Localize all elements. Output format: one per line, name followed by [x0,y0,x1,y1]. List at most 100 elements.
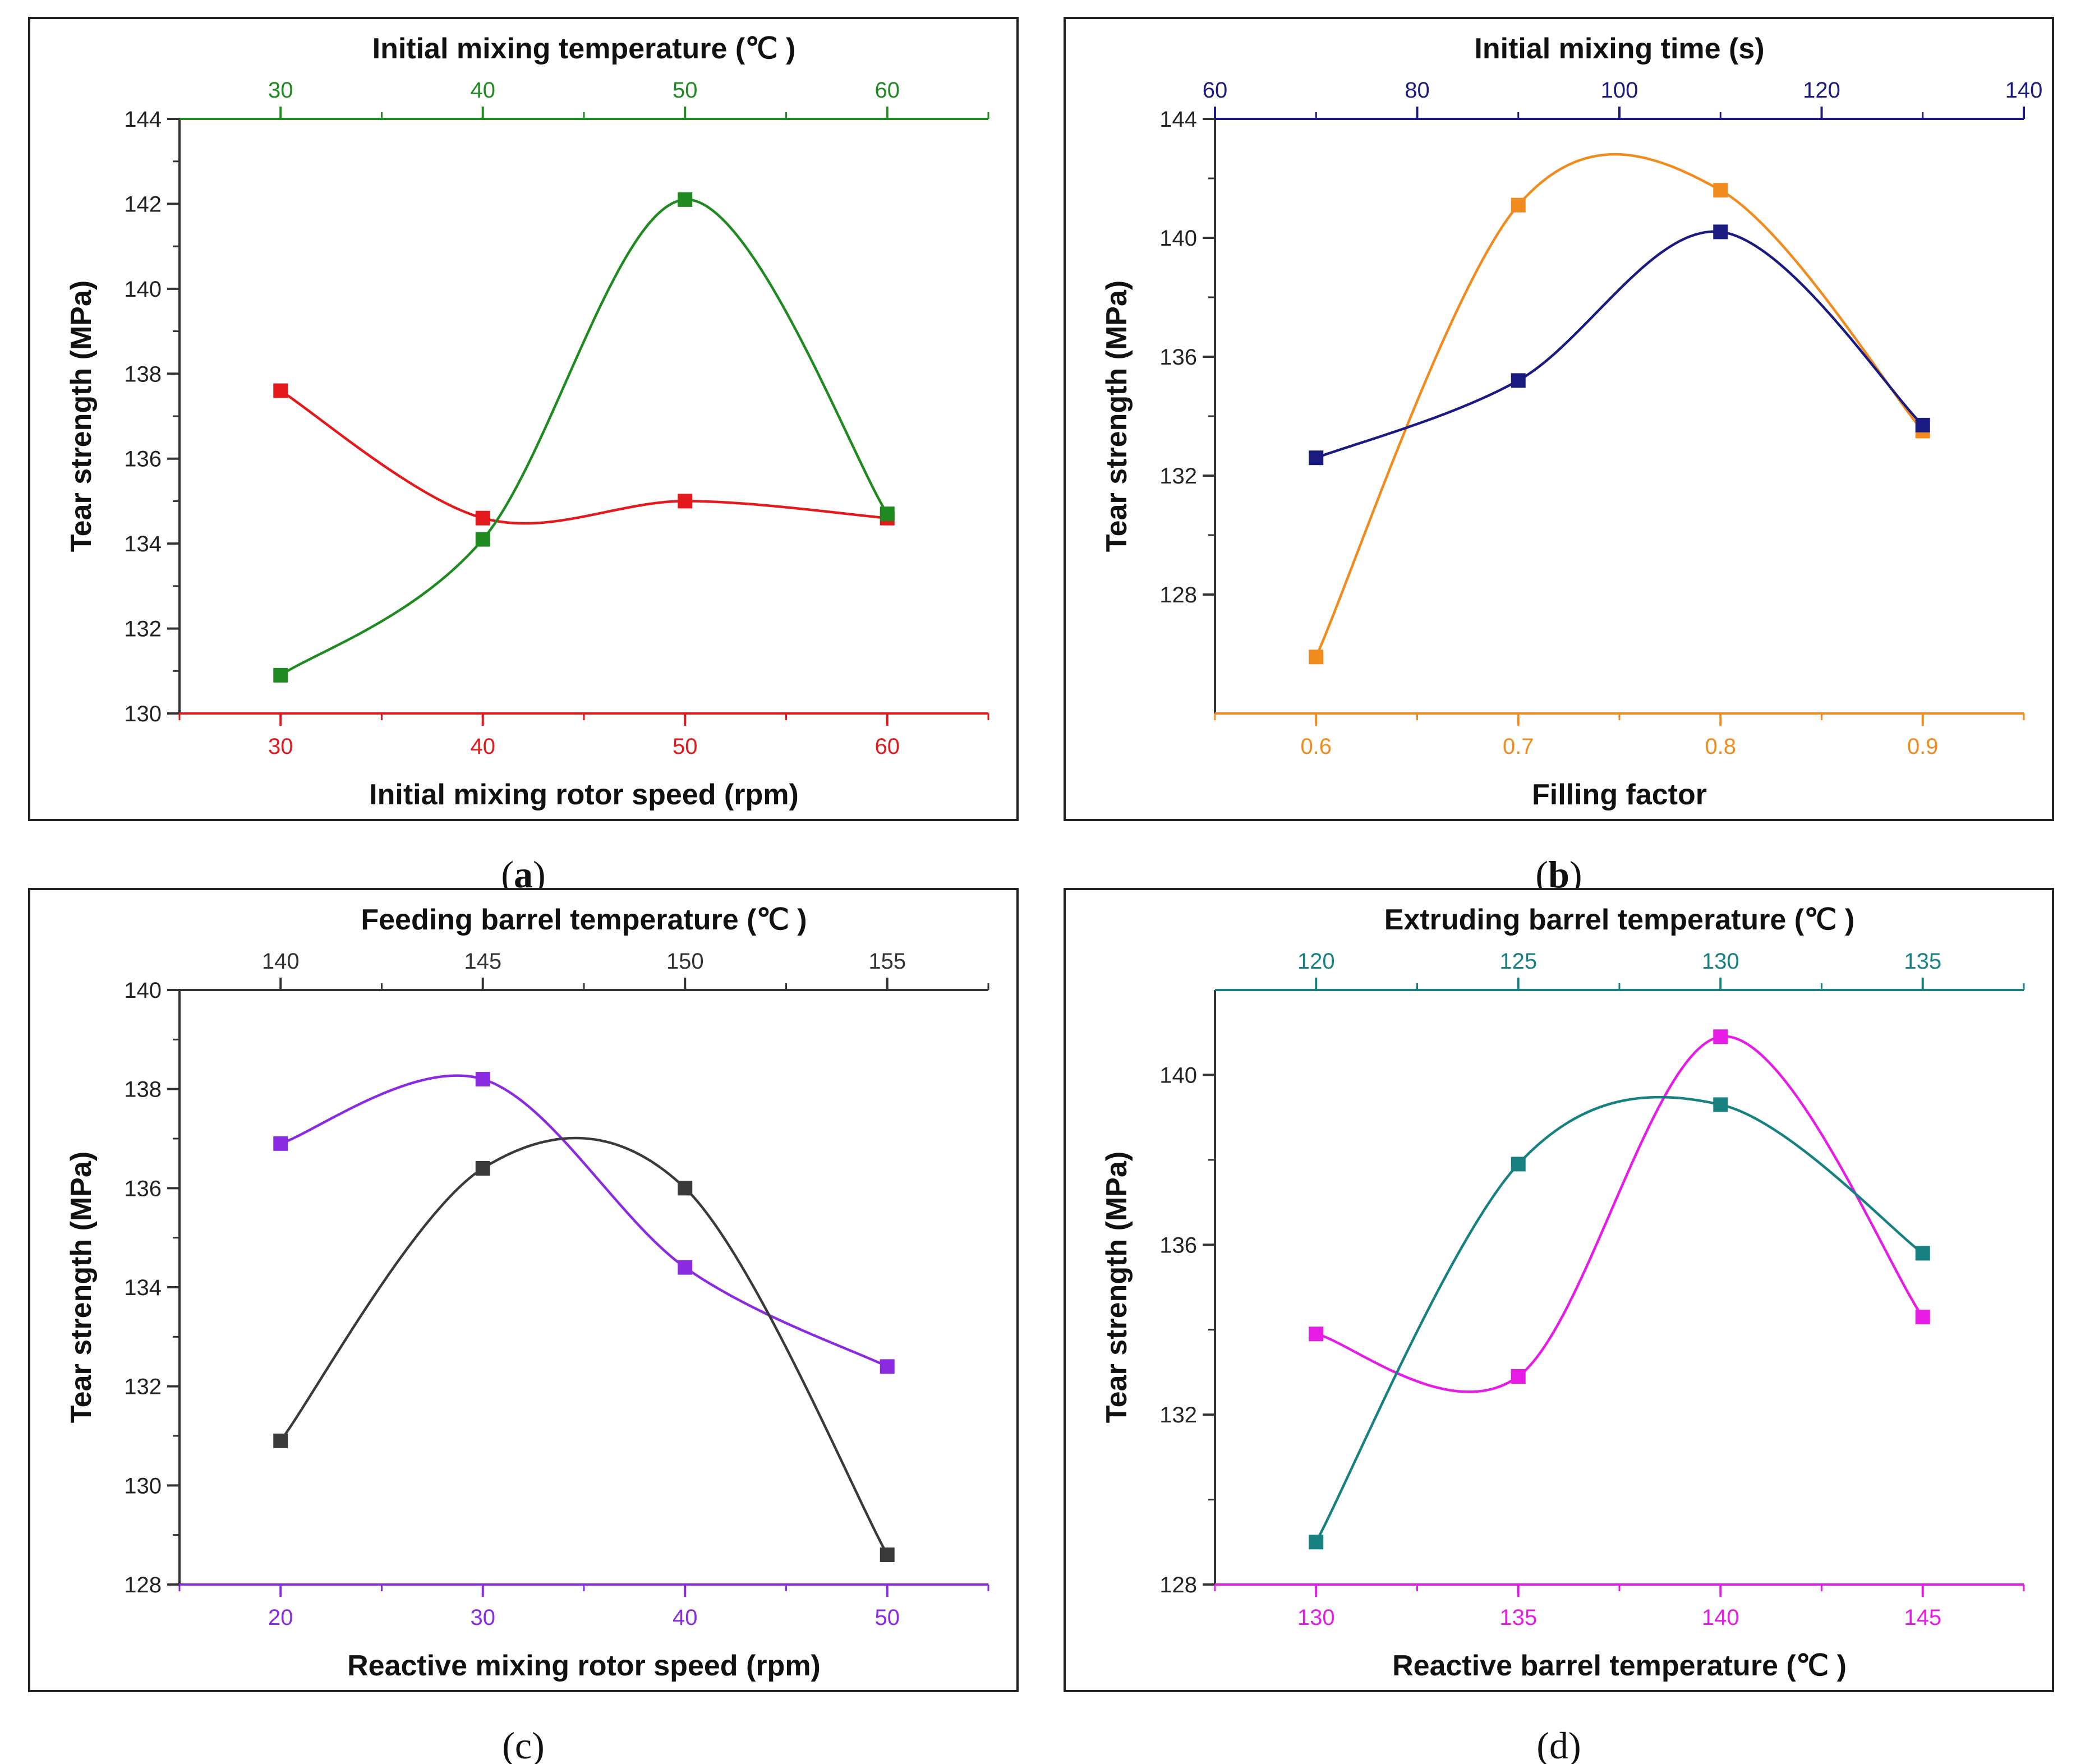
y-tick-label: 128 [1159,583,1197,607]
data-point [1713,224,1728,240]
top-tick-label: 40 [471,78,496,103]
panel-b: 128 132 136 140 144 Tear strength (MPa) 0.6 0.7… [1064,17,2054,896]
y-tick-label: 136 [1159,345,1197,370]
y-tick-label: 128 [124,1573,162,1597]
y-tick-label: 132 [124,617,162,642]
panel-frame [28,888,1019,1692]
data-point [1713,183,1728,198]
caption-letter: c [515,1724,532,1764]
data-point [880,1359,895,1374]
bottom-tick-label: 30 [268,734,293,759]
bottom-tick-label: 50 [673,734,698,759]
y-tick-label: 132 [1159,1403,1197,1427]
data-point [273,667,288,683]
data-point [1511,1157,1526,1172]
top-tick-label: 50 [673,78,698,103]
caption-open: ( [501,853,514,896]
bottom-tick-label: 0.6 [1300,734,1332,759]
caption-open: ( [1535,853,1548,896]
top-axis-title: Initial mixing temperature (℃ ) [372,33,796,65]
series-line [1315,230,1924,459]
top-axis-title: Extruding barrel temperature (℃ ) [1384,904,1855,936]
panel-frame [1064,888,2054,1692]
y-tick-label: 132 [1159,464,1197,489]
data-point [678,1181,693,1196]
series-line [1315,1095,1924,1543]
bottom-axis-title: Filling factor [1532,779,1707,811]
bottom-tick-label: 50 [875,1605,900,1630]
y-tick-label: 140 [1159,1063,1197,1088]
y-tick-label: 138 [124,362,162,386]
top-tick-label: 30 [268,78,293,103]
data-point [678,494,693,509]
data-point [1511,373,1526,388]
y-tick-label: 130 [124,702,162,726]
y-tick-label: 138 [124,1077,162,1102]
data-point [273,1433,288,1448]
y-tick-label: 144 [124,107,162,132]
panel-caption: (d) [1536,1724,1581,1764]
data-point [880,506,895,522]
top-axis-title: Feeding barrel temperature (℃ ) [361,904,807,936]
data-point [1713,1029,1728,1044]
top-tick-label: 120 [1803,78,1840,103]
data-point [475,1161,490,1176]
top-axis-title: Initial mixing time (s) [1474,33,1764,65]
caption-close: ) [1569,853,1582,896]
data-point [1713,1097,1728,1112]
data-point [1511,197,1526,213]
caption-close: ) [533,853,546,896]
top-tick-label: 140 [262,949,300,974]
panel-frame [28,17,1019,821]
bottom-axis-title: Initial mixing rotor speed (rpm) [369,779,799,811]
y-axis-title: Tear strength (MPa) [65,1152,98,1423]
y-axis-title: Tear strength (MPa) [65,280,98,552]
y-tick-label: 140 [1159,226,1197,251]
caption-open: ( [502,1724,515,1764]
y-tick-label: 142 [124,192,162,217]
y-tick-label: 140 [124,978,162,1003]
data-point [1309,1535,1324,1550]
y-tick-label: 136 [124,1176,162,1201]
panel-frame [1064,17,2054,821]
bottom-tick-label: 30 [471,1605,496,1630]
bottom-tick-label: 0.9 [1907,734,1939,759]
series-line [280,198,889,676]
y-axis-title: Tear strength (MPa) [1101,280,1133,552]
caption-letter: d [1549,1724,1568,1764]
y-tick-label: 144 [1159,107,1197,132]
top-tick-label: 80 [1405,78,1430,103]
y-tick-label: 134 [124,1275,162,1300]
top-tick-label: 60 [875,78,900,103]
data-point [1915,1310,1930,1324]
series-line [280,389,887,525]
panel-d: 128 132 136 140 Tear strength (MPa) 130 135 140… [1064,888,2054,1764]
series-line [1315,153,1924,658]
top-tick-label: 155 [868,949,906,974]
bottom-tick-label: 130 [1297,1605,1335,1630]
top-tick-label: 140 [2005,78,2043,103]
data-point [475,510,490,526]
bottom-tick-label: 0.7 [1503,734,1534,759]
data-point [1309,1327,1324,1342]
panel-a: 130 132 134 136 138 140 142 144 Tear strength (M… [28,17,1019,896]
data-point [273,383,288,398]
data-point [678,1260,693,1275]
series-line [1315,1035,1924,1393]
y-tick-label: 128 [1159,1573,1197,1597]
panel-caption: (c) [502,1724,545,1764]
data-point [273,1136,288,1151]
data-point [1511,1369,1526,1384]
top-tick-label: 130 [1702,949,1739,974]
top-tick-label: 135 [1904,949,1941,974]
bottom-axis-title: Reactive mixing rotor speed (rpm) [347,1650,821,1682]
data-point [475,532,490,547]
caption-close: ) [532,1724,545,1764]
bottom-tick-label: 145 [1904,1605,1941,1630]
data-point [1915,1246,1930,1261]
top-tick-label: 100 [1601,78,1638,103]
y-tick-label: 136 [1159,1233,1197,1258]
data-point [475,1072,490,1086]
top-tick-label: 145 [464,949,501,974]
